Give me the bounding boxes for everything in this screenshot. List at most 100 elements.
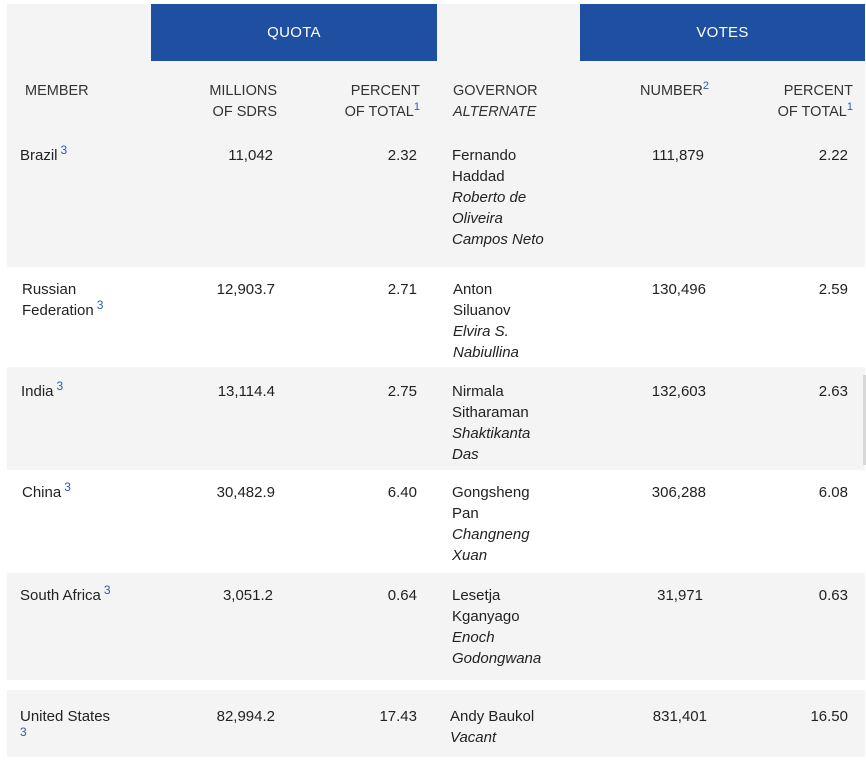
quota-percent: 2.75 xyxy=(387,383,417,400)
header-millions-sdrs: MILLIONS OF SDRS xyxy=(209,81,277,123)
header-millions-line2: OF SDRS xyxy=(212,104,277,120)
quota-percent: 2.32 xyxy=(387,147,417,164)
quota-percent: 2.71 xyxy=(387,281,417,298)
governor-line: Anton xyxy=(453,281,493,298)
footnote-ref-3[interactable]: 3 xyxy=(60,143,68,157)
governor-line: Sitharaman xyxy=(452,404,529,421)
member-name: South Africa 3 xyxy=(20,583,111,606)
footnote-ref-3[interactable]: 3 xyxy=(56,379,64,393)
header-alternate: ALTERNATE xyxy=(453,104,537,120)
governor-line: Kganyago xyxy=(452,608,520,625)
member-name: Russian Federation 3 xyxy=(22,279,103,321)
governor-line: Gongsheng xyxy=(452,484,530,501)
header-governor: GOVERNOR xyxy=(453,83,538,99)
quota-percent: 6.40 xyxy=(387,484,417,501)
alternate-line: Elvira S. xyxy=(453,323,509,340)
votes-percent: 2.63 xyxy=(818,383,848,400)
votes-number: 130,496 xyxy=(651,281,706,298)
table-row: India 3 13,114.4 2.75 Nirmala Sitharaman … xyxy=(7,367,865,470)
governor-line: Fernando xyxy=(452,147,517,164)
column-group-header: QUOTA VOTES xyxy=(7,4,865,61)
header-votes-number: NUMBER2 xyxy=(640,81,709,102)
header-votes-percent-line1: PERCENT xyxy=(783,83,853,99)
governor-alternate: Anton Siluanov Elvira S. Nabiullina xyxy=(453,279,519,363)
footnote-ref-3[interactable]: 3 xyxy=(103,583,111,597)
header-votes-percent: PERCENT OF TOTAL1 xyxy=(778,81,853,123)
votes-percent: 6.08 xyxy=(818,484,848,501)
quota-sdrs: 13,114.4 xyxy=(217,383,275,400)
governor-alternate: Andy Baukol Vacant xyxy=(450,706,534,748)
footnote-ref-2[interactable]: 2 xyxy=(702,80,709,93)
footnote-ref-1[interactable]: 1 xyxy=(413,101,420,114)
footnote-ref-3[interactable]: 3 xyxy=(20,725,27,739)
table-row: Russian Federation 3 12,903.7 2.71 Anton … xyxy=(7,267,865,367)
header-quota-percent-line2: OF TOTAL xyxy=(344,104,414,120)
member-name-line: South Africa xyxy=(20,587,101,604)
votes-percent: 0.63 xyxy=(818,587,848,604)
member-name-line: United States xyxy=(20,708,111,725)
quota-sdrs: 82,994.2 xyxy=(216,708,275,725)
table-row: South Africa 3 3,051.2 0.64 Lesetja Kgany… xyxy=(7,573,865,680)
header-millions-line1: MILLIONS xyxy=(209,83,277,99)
member-name-line: Russian xyxy=(22,281,77,298)
votes-number: 31,971 xyxy=(657,587,703,604)
alternate-line: Campos Neto xyxy=(452,231,544,248)
governor-alternate: Fernando Haddad Roberto de Oliveira Camp… xyxy=(452,145,544,250)
alternate-line: Enoch xyxy=(452,629,495,646)
governor-line: Siluanov xyxy=(453,302,511,319)
governor-line: Nirmala xyxy=(452,383,504,400)
governor-alternate: Lesetja Kganyago Enoch Godongwana xyxy=(452,585,541,669)
column-header-row: MEMBER MILLIONS OF SDRS PERCENT OF TOTAL… xyxy=(7,61,865,134)
member-name: Brazil 3 xyxy=(20,143,68,166)
footnote-ref-3[interactable]: 3 xyxy=(96,298,104,312)
governor-line: Pan xyxy=(452,505,479,522)
alternate-line: Xuan xyxy=(452,547,488,564)
member-name-line: Federation xyxy=(22,302,94,319)
header-quota-percent-line1: PERCENT xyxy=(350,83,420,99)
governor-line: Haddad xyxy=(452,168,505,185)
header-governor-alternate: GOVERNOR ALTERNATE xyxy=(453,81,538,123)
quota-sdrs: 3,051.2 xyxy=(222,587,273,604)
member-name-line: China xyxy=(22,484,62,501)
votes-number: 831,401 xyxy=(652,708,707,725)
governor-alternate: Nirmala Sitharaman Shaktikanta Das xyxy=(452,381,530,465)
governor-alternate: Gongsheng Pan Changneng Xuan xyxy=(452,482,530,566)
member-name: China 3 xyxy=(22,480,71,503)
member-name: India 3 xyxy=(21,379,64,402)
votes-percent: 2.22 xyxy=(818,147,848,164)
table-row: United States 3 82,994.2 17.43 Andy Bauk… xyxy=(7,690,865,757)
header-votes-percent-line2: OF TOTAL xyxy=(777,104,847,120)
quota-sdrs: 12,903.7 xyxy=(216,281,275,298)
votes-number: 132,603 xyxy=(651,383,706,400)
footnote-ref-1[interactable]: 1 xyxy=(846,101,853,114)
member-name-line: Brazil xyxy=(20,147,58,164)
alternate-line: Nabiullina xyxy=(453,344,519,361)
header-member: MEMBER xyxy=(25,83,89,99)
alternate-line: Roberto de xyxy=(452,189,527,206)
quota-percent: 0.64 xyxy=(387,587,417,604)
header-quota-percent: PERCENT OF TOTAL1 xyxy=(345,81,420,123)
votes-percent: 16.50 xyxy=(810,708,848,725)
alternate-line: Vacant xyxy=(450,729,497,746)
group-votes: VOTES xyxy=(580,4,865,61)
governor-line: Lesetja xyxy=(452,587,501,604)
table-row: Brazil 3 11,042 2.32 Fernando Haddad Robe… xyxy=(7,134,865,267)
scroll-edge xyxy=(863,375,866,465)
quota-sdrs: 11,042 xyxy=(228,147,273,164)
group-spacer-governor xyxy=(437,4,580,61)
quota-sdrs: 30,482.9 xyxy=(216,484,275,501)
alternate-line: Shaktikanta xyxy=(452,425,531,442)
alternate-line: Changneng xyxy=(452,526,530,543)
member-name: United States 3 xyxy=(20,706,110,748)
alternate-line: Das xyxy=(452,446,479,463)
alternate-line: Oliveira xyxy=(452,210,503,227)
quota-percent: 17.43 xyxy=(379,708,417,725)
table-row: China 3 30,482.9 6.40 Gongsheng Pan Chang… xyxy=(7,470,865,573)
votes-number: 306,288 xyxy=(651,484,706,501)
footnote-ref-3[interactable]: 3 xyxy=(64,480,71,494)
group-spacer-member xyxy=(7,4,151,61)
alternate-line: Godongwana xyxy=(452,650,542,667)
votes-number: 111,879 xyxy=(652,147,704,164)
member-name-line: India xyxy=(21,383,54,400)
